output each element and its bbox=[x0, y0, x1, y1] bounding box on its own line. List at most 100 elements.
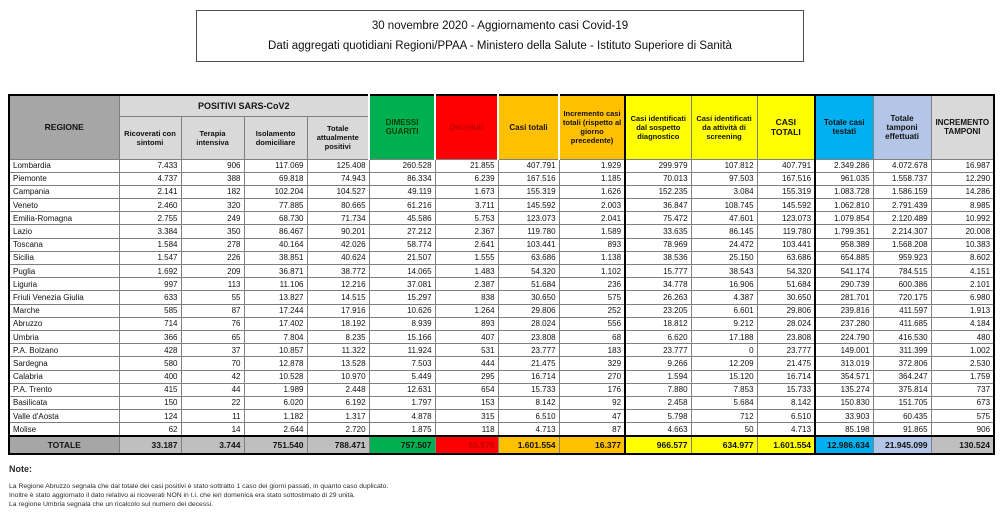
value-cell: 959.923 bbox=[872, 250, 932, 266]
value-cell: 2.367 bbox=[434, 224, 499, 239]
value-cell: 290.739 bbox=[814, 277, 874, 292]
value-cell: 961.035 bbox=[814, 171, 874, 186]
value-cell: 654 bbox=[434, 382, 499, 397]
value-cell: 10.970 bbox=[306, 369, 370, 384]
value-cell: 58.774 bbox=[368, 237, 436, 252]
value-cell: 5.449 bbox=[368, 369, 436, 384]
value-cell: 1.929 bbox=[558, 158, 626, 173]
header-sospetto-diagnostico: Casi identificati dal sospetto diagnosti… bbox=[624, 94, 692, 160]
value-cell: 5.753 bbox=[434, 211, 499, 226]
value-cell: 2.458 bbox=[624, 395, 692, 411]
value-cell: 6.620 bbox=[624, 329, 692, 345]
header-incremento-casi: Incremento casi totali (rispetto al gior… bbox=[558, 94, 626, 160]
value-cell: 633 bbox=[118, 290, 182, 305]
value-cell: 407.791 bbox=[497, 158, 560, 173]
table-row: P.A. Bolzano 428 37 10.857 11.322 11.924 531 23… bbox=[8, 343, 995, 358]
value-cell: 23.808 bbox=[756, 329, 816, 345]
value-cell: 20.008 bbox=[930, 224, 995, 239]
value-cell: 1.185 bbox=[558, 171, 626, 186]
header-terapia-intensiva: Terapia intensiva bbox=[180, 115, 245, 160]
value-cell: 17.402 bbox=[243, 316, 308, 331]
totale-value-cell: 12.986.634 bbox=[814, 434, 874, 455]
totale-value-cell: 3.744 bbox=[180, 434, 245, 455]
report-subtitle: Dati aggregati quotidiani Regioni/PPAA -… bbox=[268, 40, 732, 53]
value-cell: 364.247 bbox=[872, 369, 932, 384]
table-body: Lombardia 7.433 906 117.069 125.408 260.528 21… bbox=[8, 158, 995, 455]
value-cell: 11.924 bbox=[368, 343, 436, 358]
value-cell: 15.733 bbox=[497, 382, 560, 397]
value-cell: 2.755 bbox=[118, 211, 182, 226]
value-cell: 28.024 bbox=[497, 316, 560, 331]
value-cell: 149.001 bbox=[814, 343, 874, 358]
totale-value-cell: 757.507 bbox=[368, 434, 436, 455]
table-row: Valle d'Aosta 124 11 1.182 1.317 4.878 315 6.51… bbox=[8, 409, 995, 424]
value-cell: 119.780 bbox=[756, 224, 816, 239]
value-cell: 18.192 bbox=[306, 316, 370, 331]
value-cell: 600.386 bbox=[872, 277, 932, 292]
value-cell: 123.073 bbox=[497, 211, 560, 226]
value-cell: 1.138 bbox=[558, 250, 626, 266]
value-cell: 1.692 bbox=[118, 263, 182, 279]
value-cell: 23.777 bbox=[624, 343, 692, 358]
value-cell: 61.216 bbox=[368, 198, 436, 213]
table-row: Umbria 366 65 7.804 8.235 15.166 407 23.808 68 6.… bbox=[8, 329, 995, 345]
header-screening: Casi identificati da attività di screeni… bbox=[690, 94, 758, 160]
value-cell: 7.880 bbox=[624, 382, 692, 397]
value-cell: 2.644 bbox=[243, 422, 308, 437]
value-cell: 428 bbox=[118, 343, 182, 358]
value-cell: 13.528 bbox=[306, 356, 370, 371]
table-row: Calabria 400 42 10.528 10.970 5.449 295 16.714 2… bbox=[8, 369, 995, 384]
header-totale-tamponi: Totale tamponi effettuati bbox=[872, 94, 932, 160]
value-cell: 36.871 bbox=[243, 263, 308, 279]
value-cell: 124 bbox=[118, 409, 182, 424]
value-cell: 416.530 bbox=[872, 329, 932, 345]
header-ricoverati: Ricoverati con sintomi bbox=[118, 115, 182, 160]
value-cell: 1.483 bbox=[434, 263, 499, 279]
header-positivi-group: POSITIVI SARS-CoV2 bbox=[118, 94, 370, 117]
value-cell: 411.597 bbox=[872, 303, 932, 318]
value-cell: 26.263 bbox=[624, 290, 692, 305]
value-cell: 15.166 bbox=[368, 329, 436, 345]
value-cell: 4.713 bbox=[756, 422, 816, 437]
value-cell: 1.547 bbox=[118, 250, 182, 266]
value-cell: 15.733 bbox=[756, 382, 816, 397]
value-cell: 6.510 bbox=[497, 409, 560, 424]
value-cell: 50 bbox=[690, 422, 758, 437]
value-cell: 44 bbox=[180, 382, 245, 397]
value-cell: 444 bbox=[434, 356, 499, 371]
value-cell: 4.072.678 bbox=[872, 158, 932, 173]
value-cell: 16.987 bbox=[930, 158, 995, 173]
value-cell: 145.592 bbox=[756, 198, 816, 213]
value-cell: 14.515 bbox=[306, 290, 370, 305]
value-cell: 10.992 bbox=[930, 211, 995, 226]
value-cell: 65 bbox=[180, 329, 245, 345]
value-cell: 906 bbox=[180, 158, 245, 173]
value-cell: 714 bbox=[118, 316, 182, 331]
value-cell: 34.778 bbox=[624, 277, 692, 292]
value-cell: 575 bbox=[930, 409, 995, 424]
value-cell: 150 bbox=[118, 395, 182, 411]
value-cell: 16.714 bbox=[497, 369, 560, 384]
covid-data-table: REGIONE POSITIVI SARS-CoV2 DIMESSI GUARI… bbox=[8, 94, 996, 455]
value-cell: 63.686 bbox=[756, 250, 816, 266]
value-cell: 113 bbox=[180, 277, 245, 292]
totale-value-cell: 33.187 bbox=[118, 434, 182, 455]
value-cell: 7.503 bbox=[368, 356, 436, 371]
header-dimessi-guariti: DIMESSI GUARITI bbox=[368, 94, 436, 160]
totale-value-cell: 751.540 bbox=[243, 434, 308, 455]
value-cell: 182 bbox=[180, 184, 245, 200]
value-cell: 60.435 bbox=[872, 409, 932, 424]
region-cell: Emilia-Romagna bbox=[8, 211, 120, 226]
value-cell: 68 bbox=[558, 329, 626, 345]
value-cell: 541.174 bbox=[814, 263, 874, 279]
value-cell: 150.830 bbox=[814, 395, 874, 411]
value-cell: 23.808 bbox=[497, 329, 560, 345]
value-cell: 69.818 bbox=[243, 171, 308, 186]
value-cell: 68.730 bbox=[243, 211, 308, 226]
region-cell: Campania bbox=[8, 184, 120, 200]
value-cell: 176 bbox=[558, 382, 626, 397]
value-cell: 29.806 bbox=[756, 303, 816, 318]
value-cell: 236 bbox=[558, 277, 626, 292]
notes-title: Note: bbox=[9, 463, 32, 474]
value-cell: 107.812 bbox=[690, 158, 758, 173]
